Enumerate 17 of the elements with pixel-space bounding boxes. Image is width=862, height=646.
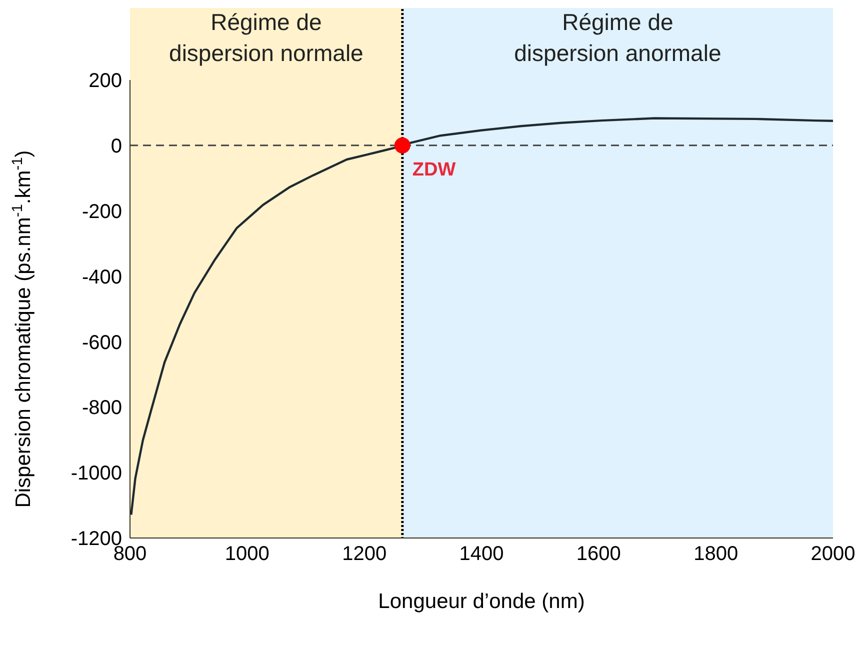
y-tick-label: -400 (82, 266, 122, 288)
y-tick-label: 200 (88, 70, 122, 92)
x-tick-label: 1400 (459, 543, 504, 566)
annotation: ZDW (412, 159, 456, 180)
x-tick-label: 1200 (342, 543, 387, 566)
x-axis-title: Longueur d’onde (nm) (378, 590, 585, 613)
x-tick-label: 2000 (810, 543, 856, 566)
y-tick-label: -800 (82, 397, 122, 420)
band-label: Régime de dispersion anormale (514, 9, 722, 66)
y-tick-label: -1000 (70, 462, 122, 485)
x-tick-label: 1000 (224, 543, 270, 566)
x-tick-label: 1800 (694, 543, 738, 566)
x-tick-label: 1600 (576, 543, 621, 566)
y-tick-label: 0 (110, 136, 122, 158)
y-tick-label: -600 (82, 332, 122, 354)
y-tick-label: -200 (82, 200, 122, 223)
band-label: Régime de dispersion normale (169, 9, 364, 66)
